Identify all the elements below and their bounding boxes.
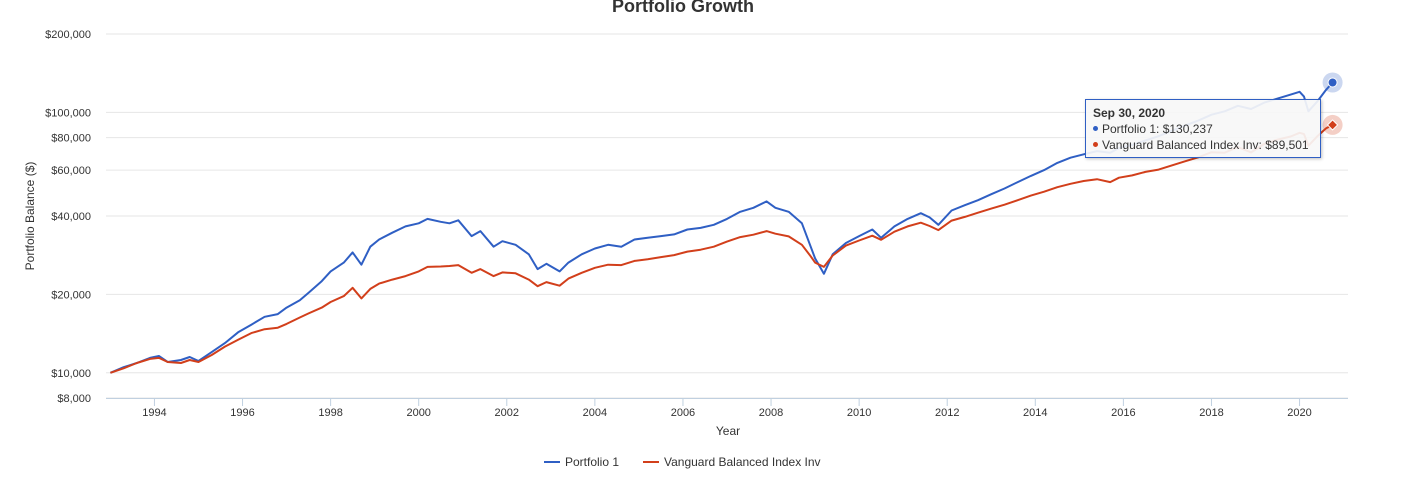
y-tick-label: $40,000 [51, 211, 91, 223]
tooltip: Sep 30, 2020 Portfolio 1: $130,237 Vangu… [1085, 99, 1321, 158]
x-axis-title: Year [716, 424, 740, 438]
y-tick-label: $80,000 [51, 133, 91, 145]
tooltip-row-vanguard: Vanguard Balanced Index Inv: $89,501 [1093, 137, 1320, 153]
tooltip-dot-portfolio-1 [1093, 126, 1098, 132]
y-axis-ticks: $200,000 $100,000 $80,000 $60,000 $40,000 $20… [45, 29, 91, 405]
x-tick-label: 2000 [406, 407, 430, 419]
legend-label-vanguard-balanced: Vanguard Balanced Index Inv [664, 455, 821, 469]
legend: Portfolio 1 Vanguard Balanced Index Inv [544, 455, 821, 469]
x-tick-label: 2002 [495, 407, 519, 419]
x-axis: 1994 1996 1998 2000 2002 2004 2006 2008 2010 2012… [106, 398, 1348, 419]
tooltip-date: Sep 30, 2020 [1093, 106, 1166, 120]
y-tick-label: $200,000 [45, 29, 91, 41]
x-tick-label: 2004 [583, 407, 607, 419]
x-tick-label: 2006 [671, 407, 695, 419]
hover-marker-vanguard-balanced [1326, 119, 1339, 131]
x-tick-label: 2014 [1023, 407, 1047, 419]
x-tick-label: 2018 [1199, 407, 1223, 419]
tooltip-dot-vanguard [1093, 142, 1098, 148]
y-axis-title: Portfolio Balance ($) [23, 162, 37, 271]
x-tick-label: 1998 [318, 407, 342, 419]
tooltip-value-vanguard: Vanguard Balanced Index Inv: $89,501 [1102, 138, 1309, 152]
legend-label-portfolio-1: Portfolio 1 [565, 455, 619, 469]
x-tick-label: 2016 [1111, 407, 1135, 419]
y-tick-label: $10,000 [51, 368, 91, 380]
hover-marker-portfolio-1 [1327, 77, 1338, 88]
y-tick-label: $8,000 [57, 393, 91, 405]
x-tick-label: 2012 [935, 407, 959, 419]
grid-layer [106, 33, 1348, 399]
x-tick-label: 1996 [230, 407, 254, 419]
series-line-vanguard-balanced [110, 124, 1334, 374]
y-tick-label: $20,000 [51, 289, 91, 301]
tooltip-value-portfolio-1: Portfolio 1: $130,237 [1102, 122, 1213, 136]
hover-markers [1322, 72, 1343, 135]
chart-title: Portfolio Growth [612, 0, 754, 16]
x-tick-label: 1994 [142, 407, 166, 419]
x-tick-label: 2020 [1287, 407, 1311, 419]
x-tick-label: 2010 [847, 407, 871, 419]
y-tick-label: $100,000 [45, 107, 91, 119]
x-tick-label: 2008 [759, 407, 783, 419]
tooltip-row-portfolio-1: Portfolio 1: $130,237 [1093, 121, 1320, 137]
y-tick-label: $60,000 [51, 165, 91, 177]
